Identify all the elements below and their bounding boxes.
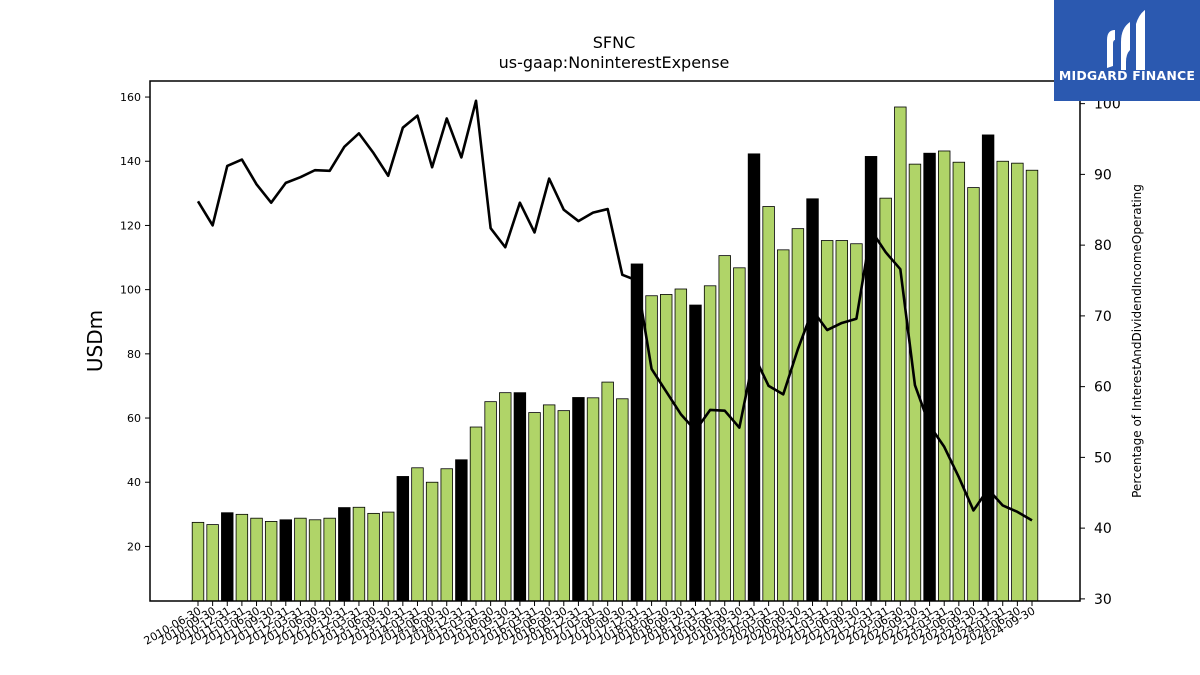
y-tick-label: 80 [127, 348, 141, 361]
bar-2020-12-31 [806, 198, 819, 602]
bar-2013-09-30 [382, 511, 395, 602]
y2-tick-label: 70 [1094, 309, 1112, 325]
bar-2016-03-31 [528, 412, 541, 602]
bar-2024-06-30 [1011, 162, 1024, 602]
bar-2014-03-31 [411, 467, 424, 602]
bar-2021-12-31 [864, 156, 878, 602]
bar-2024-09-30 [1025, 169, 1039, 602]
bar-2011-06-30 [250, 517, 263, 602]
bar-2023-09-30 [967, 187, 980, 602]
bar-2010-12-31 [221, 512, 234, 602]
y-tick-label: 160 [120, 91, 141, 104]
bar-2017-06-30 [601, 381, 614, 602]
logo-mark-icon [1107, 10, 1145, 70]
y-tick-label: 140 [120, 155, 141, 168]
y-axis-label: USDm [83, 310, 107, 372]
bar-2013-03-31 [352, 506, 366, 602]
y2-tick-label: 30 [1094, 592, 1112, 608]
y2-tick-label: 90 [1094, 167, 1112, 183]
bar-2015-12-31 [513, 392, 527, 602]
x-axis: 2010-06-302010-09-302010-12-312011-03-31… [142, 601, 1038, 648]
bar-2016-06-30 [542, 404, 556, 602]
bar-series [191, 106, 1039, 602]
bar-2018-06-30 [660, 294, 673, 602]
bar-2012-06-30 [308, 519, 322, 602]
bar-2019-06-30 [718, 255, 731, 602]
line-path [196, 99, 1033, 522]
y-tick-label: 60 [127, 412, 141, 425]
bar-2013-12-31 [396, 476, 410, 602]
bar-2022-12-31 [923, 152, 936, 602]
bar-2017-09-30 [616, 398, 629, 602]
y-tick-label: 120 [120, 219, 141, 232]
line-series [196, 99, 1033, 522]
bar-2012-09-30 [323, 517, 336, 602]
chart-subtitle: us-gaap:NoninterestExpense [499, 53, 730, 72]
y2-tick-label: 60 [1094, 380, 1112, 396]
bar-2014-12-31 [455, 459, 468, 602]
bar-2013-06-30 [367, 512, 380, 602]
bar-2023-06-30 [952, 161, 966, 602]
bar-2023-03-31 [938, 150, 951, 602]
bar-2012-12-31 [338, 507, 351, 602]
logo-text: MIDGARD FINANCE [1058, 68, 1196, 83]
bar-2015-06-30 [484, 401, 497, 602]
bar-2011-09-30 [264, 521, 278, 602]
bar-2020-06-30 [777, 249, 790, 602]
bar-2017-03-31 [586, 397, 600, 602]
plot-frame [149, 80, 1081, 602]
bar-2016-09-30 [557, 410, 570, 602]
bar-2016-12-31 [572, 397, 585, 602]
bar-2024-03-31 [996, 160, 1009, 602]
bar-2011-12-31 [279, 519, 292, 602]
bar-2014-06-30 [425, 481, 439, 602]
y2-tick-label: 50 [1094, 450, 1112, 466]
bar-2017-12-31 [630, 263, 644, 602]
y-tick-label: 40 [127, 476, 141, 489]
bar-2019-03-31 [703, 285, 717, 602]
y-tick-label: 100 [120, 284, 141, 297]
bar-2018-12-31 [689, 304, 702, 602]
midgard-finance-logo: MIDGARD FINANCE [1054, 0, 1200, 101]
y2-axis-label: Percentage of InterestAndDividendIncomeO… [1130, 184, 1144, 498]
y-tick-label: 20 [127, 540, 141, 553]
bar-2015-03-31 [469, 426, 483, 602]
bar-2011-03-31 [235, 513, 249, 602]
bar-2012-03-31 [294, 517, 307, 602]
left-axis: 20 40 60 80 100 120 140 160 [120, 91, 150, 553]
bar-2021-06-30 [835, 240, 848, 602]
bar-2020-09-30 [791, 228, 805, 602]
y2-tick-label: 40 [1094, 521, 1112, 537]
chart-title: SFNC [593, 33, 636, 52]
bar-2022-06-30 [894, 106, 907, 602]
bar-2010-09-30 [206, 524, 219, 602]
bar-2014-09-30 [440, 468, 453, 602]
bar-2015-09-30 [499, 392, 512, 602]
bar-2021-03-31 [820, 240, 834, 602]
bar-2018-09-30 [674, 288, 688, 602]
y2-tick-label: 80 [1094, 238, 1112, 254]
bar-2023-12-31 [981, 134, 995, 602]
bar-2019-09-30 [733, 267, 746, 602]
bar-2010-06-30 [191, 521, 205, 602]
bar-2020-03-31 [762, 206, 775, 602]
